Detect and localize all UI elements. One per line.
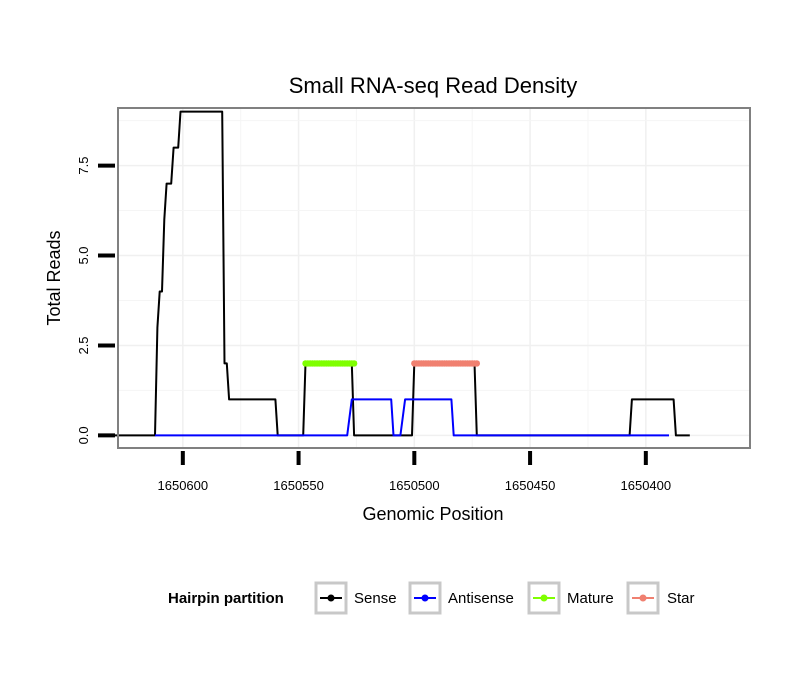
series-lines xyxy=(113,110,690,437)
legend: Hairpin partition Sense Antisense Mature St… xyxy=(168,581,695,615)
series-antisense-line xyxy=(155,398,669,437)
x-axis-label: Genomic Position xyxy=(362,504,503,524)
legend-label-star: Star xyxy=(667,590,695,607)
x-tick-label: 1650400 xyxy=(621,478,672,493)
y-tick-label: 0.0 xyxy=(76,426,91,444)
legend-dot-mature xyxy=(540,594,548,602)
grid-lines xyxy=(118,108,750,448)
legend-label-antisense: Antisense xyxy=(448,590,514,607)
y-axis-label: Total Reads xyxy=(44,230,64,325)
legend-label-sense: Sense xyxy=(354,590,397,607)
y-tick-label: 7.5 xyxy=(76,157,91,175)
series-sense-line xyxy=(113,110,690,437)
y-tick-label: 5.0 xyxy=(76,246,91,264)
chart-title: Small RNA-seq Read Density xyxy=(289,73,578,98)
legend-dot-antisense xyxy=(421,594,429,602)
panel-border xyxy=(117,107,751,449)
x-tick-label: 1650450 xyxy=(505,478,556,493)
legend-dot-sense xyxy=(327,594,335,602)
legend-label-mature: Mature xyxy=(567,590,614,607)
x-tick-label: 1650500 xyxy=(389,478,440,493)
legend-title: Hairpin partition xyxy=(168,590,284,607)
series-mature-point xyxy=(350,360,358,367)
x-tick-label: 1650550 xyxy=(273,478,324,493)
legend-dot-star xyxy=(639,594,647,602)
y-tick-label: 2.5 xyxy=(76,336,91,354)
plot-panel xyxy=(113,107,751,449)
axes: 1650600 1650550 1650500 1650450 1650400 0.0 2.… xyxy=(76,157,671,493)
x-tick-label: 1650600 xyxy=(158,478,209,493)
series-star-point xyxy=(473,360,481,367)
